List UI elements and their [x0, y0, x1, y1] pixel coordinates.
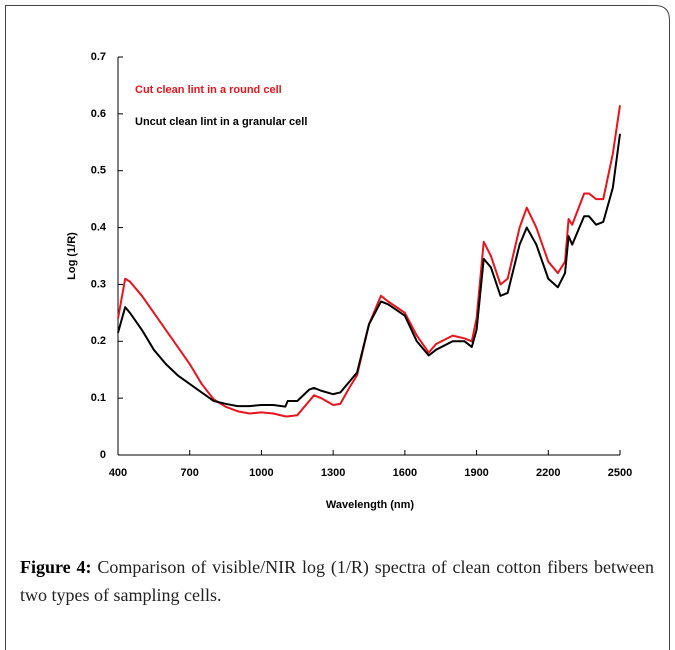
series-line: [117, 133, 621, 408]
y-axis-title: Log (1/R): [66, 232, 78, 280]
y-tick-label: 0.3: [91, 278, 106, 290]
y-tick-label: 0.1: [91, 392, 106, 404]
y-tick-label: 0.4: [91, 221, 107, 233]
caption-label: Figure 4:: [20, 557, 92, 577]
x-tick-label: 1000: [249, 467, 273, 479]
series-line: [117, 105, 621, 418]
x-axis-title: Wavelength (nm): [326, 499, 415, 511]
y-tick-label: 0.2: [91, 335, 106, 347]
x-tick-label: 700: [181, 467, 199, 479]
x-tick-label: 400: [109, 467, 127, 479]
y-tick-label: 0.7: [91, 51, 106, 63]
legend-label: Cut clean lint in a round cell: [135, 84, 282, 96]
chart: Wavelength (nm) Log (1/R) 0 0.1 0.2 0.3 0.4 0…: [66, 51, 632, 511]
figure-caption: Figure 4: Comparison of visible/NIR log …: [20, 553, 654, 609]
caption-text: Comparison of visible/NIR log (1/R) spec…: [20, 557, 654, 605]
x-tick-label: 1900: [464, 467, 488, 479]
legend-label: Uncut clean lint in a granular cell: [135, 116, 307, 128]
x-tick-label: 2500: [608, 467, 632, 479]
y-tick-label: 0.5: [91, 165, 106, 177]
frame-border: [5, 5, 670, 650]
y-tick-label: 0: [100, 449, 106, 461]
x-tick-label: 1600: [393, 467, 417, 479]
x-tick-label: 2200: [536, 467, 560, 479]
x-tick-label: 1300: [321, 467, 345, 479]
y-tick-label: 0.6: [91, 108, 106, 120]
